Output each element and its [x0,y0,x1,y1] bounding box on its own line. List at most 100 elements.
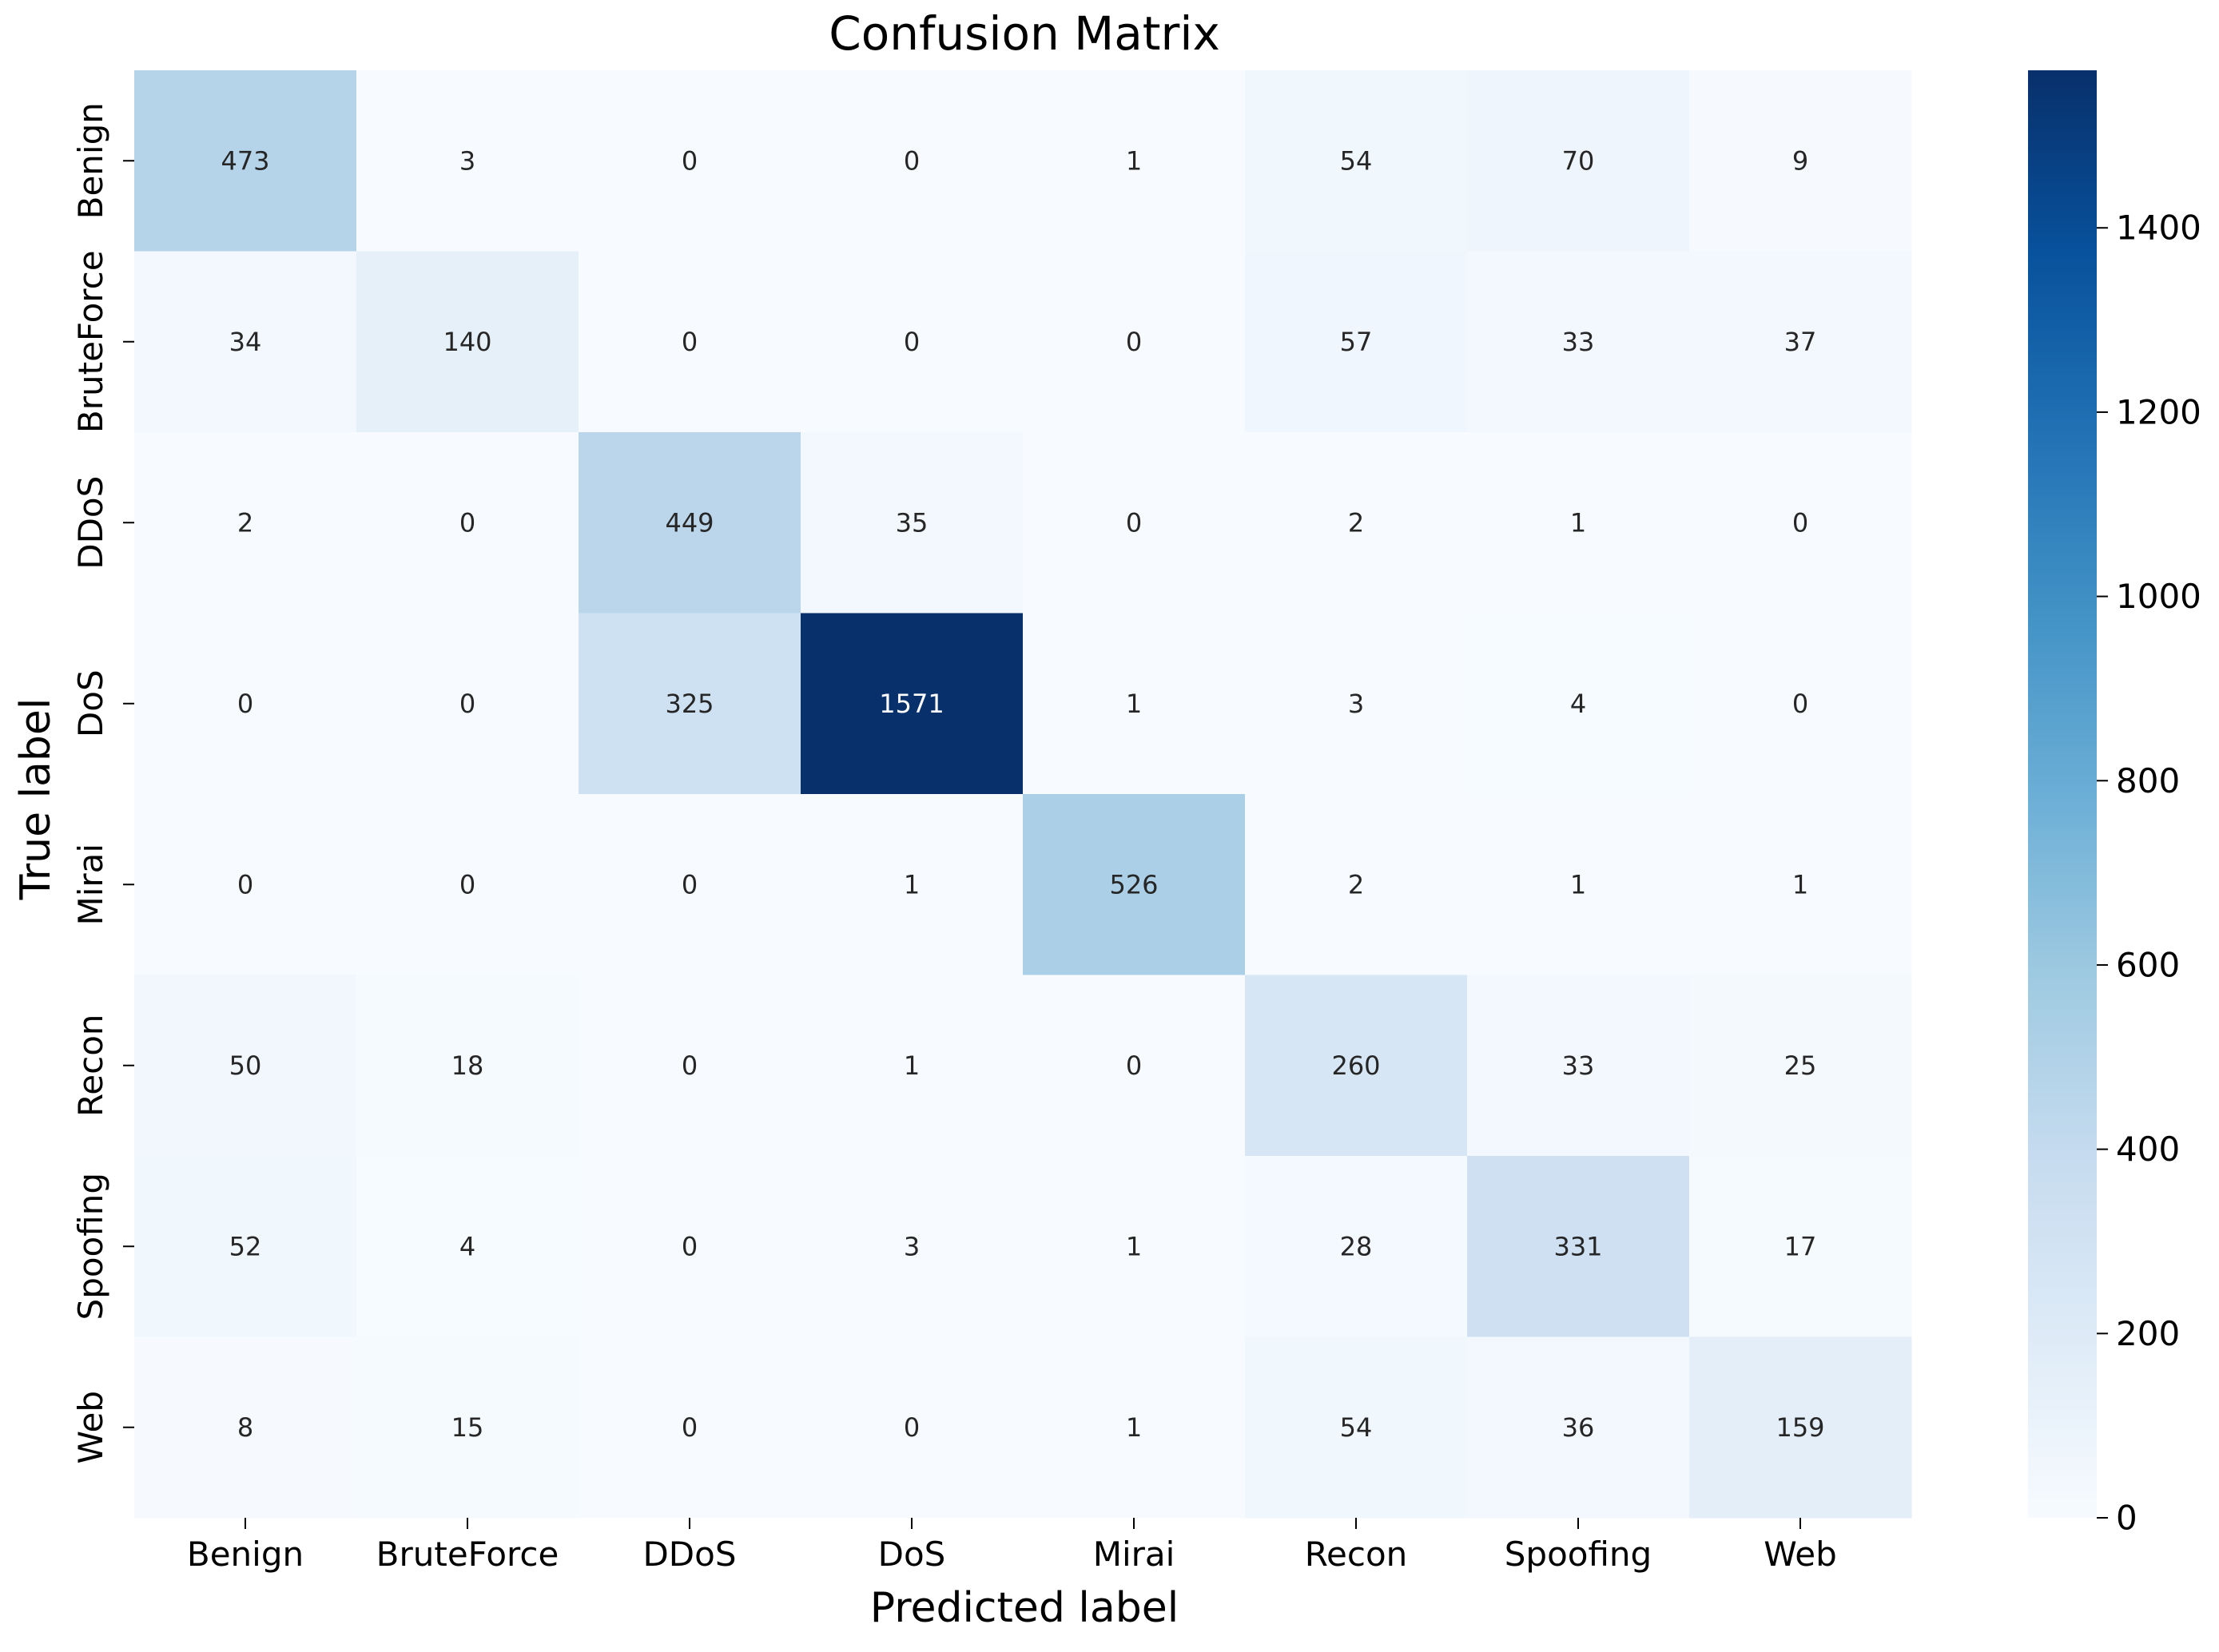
heatmap-cell [134,975,357,1157]
cell-value-label: 0 [904,327,920,357]
heatmap-cell [1689,613,1912,795]
cell-value-label: 0 [682,1412,698,1443]
cell-value-label: 2 [1348,869,1364,899]
cell-value-label: 449 [665,507,714,538]
cell-value-label: 18 [451,1050,484,1081]
cell-value-label: 17 [1784,1231,1817,1261]
cell-value-label: 1 [1126,1412,1142,1443]
heatmap-cell [579,70,801,252]
cell-value-label: 260 [1331,1050,1380,1081]
cell-value-label: 3 [904,1231,920,1261]
heatmap-cell [1467,794,1690,975]
cell-value-label: 57 [1340,327,1373,357]
cell-value-label: 15 [451,1412,484,1443]
heatmap-cell [579,251,801,433]
heatmap-cell [356,1156,579,1337]
cell-value-label: 52 [229,1231,262,1261]
cell-value-label: 50 [229,1050,262,1081]
cell-value-label: 331 [1553,1231,1602,1261]
heatmap-cell [1245,613,1468,795]
cell-value-label: 0 [904,145,920,176]
cell-value-label: 0 [459,689,475,719]
cell-value-label: 4 [459,1231,475,1261]
cell-value-label: 526 [1109,869,1158,899]
colorbar-tick-label: 800 [2116,761,2180,800]
y-tick-label: Web [71,1391,110,1464]
x-axis-title: Predicted label [870,1584,1179,1632]
x-tick-label: Web [1764,1535,1837,1574]
cell-value-label: 2 [237,507,253,538]
cell-value-label: 70 [1562,145,1595,176]
cell-value-label: 34 [229,327,262,357]
y-tick-label: DoS [71,669,110,737]
colorbar-tick-label: 200 [2116,1314,2180,1353]
heatmap-cell [1467,70,1690,252]
cell-value-label: 54 [1340,145,1373,176]
cell-value-label: 473 [221,145,269,176]
heatmap-cell [1245,794,1468,975]
heatmap-cell [134,794,357,975]
cell-value-label: 8 [237,1412,253,1443]
colorbar-tick-label: 400 [2116,1130,2180,1169]
chart-title: Confusion Matrix [829,6,1220,61]
cell-value-label: 0 [904,1412,920,1443]
heatmap-cell [1023,1156,1246,1337]
heatmap-cell [579,613,801,795]
x-tick-label: DoS [878,1535,946,1574]
x-tick-label: Recon [1305,1535,1408,1574]
cell-value-label: 4 [1570,689,1586,719]
heatmap-cell [801,1156,1024,1337]
cell-value-label: 0 [1792,689,1808,719]
heatmap-cell [1023,70,1246,252]
cell-value-label: 1 [1570,507,1586,538]
heatmap-cell [1689,794,1912,975]
heatmap-cell [134,432,357,614]
heatmap-cell [1467,251,1690,433]
heatmap-cell [134,251,357,433]
heatmap-cell [134,70,357,252]
y-tick-label: Recon [71,1014,110,1117]
cell-value-label: 1 [904,1050,920,1081]
cell-value-label: 54 [1340,1412,1373,1443]
heatmap-cell [1689,70,1912,252]
heatmap-cell [1467,432,1690,614]
heatmap-cell [801,794,1024,975]
cell-value-label: 3 [1348,689,1364,719]
heatmap-cells [134,70,1912,1519]
heatmap-cell [1467,1156,1690,1337]
heatmap-cell [801,432,1024,614]
cell-value-label: 0 [1126,1050,1142,1081]
cell-value-label: 0 [682,1050,698,1081]
cell-value-label: 35 [896,507,929,538]
y-tick-label: Mirai [71,844,110,926]
heatmap-cell [356,1336,579,1519]
y-tick-label: DDoS [71,476,110,570]
heatmap-cell [801,70,1024,252]
heatmap-cell [1689,432,1912,614]
cell-value-label: 0 [682,1231,698,1261]
heatmap-cell [579,975,801,1157]
heatmap-cell [579,794,801,975]
colorbar-tick-label: 1200 [2116,392,2201,431]
heatmap-cell [356,975,579,1157]
heatmap-cell [1467,1336,1690,1519]
cell-value-label: 0 [237,869,253,899]
cell-value-label: 37 [1784,327,1817,357]
cell-value-label: 0 [237,689,253,719]
colorbar-tick-label: 600 [2116,945,2180,984]
heatmap-cell-labels: 473 3 0 0 1 54 70 934 140 0 0 0 57 33 372 0 449 35 0 2 1 00 0 3… [221,145,1824,1443]
cell-value-label: 1 [1126,689,1142,719]
heatmap-cell [356,432,579,614]
colorbar-ticks: 0 200 400 600 800 1000 1200 1400 [2097,208,2201,1538]
y-tick-label: Benign [71,102,110,219]
heatmap-cell [1245,1156,1468,1337]
heatmap-cell [1023,432,1246,614]
x-tick-label: Benign [187,1535,304,1574]
heatmap-cell [1245,975,1468,1157]
heatmap-cell [801,1336,1024,1519]
heatmap-cell [1023,1336,1246,1519]
cell-value-label: 1571 [879,689,944,719]
heatmap-cell [356,251,579,433]
x-tick-label: Mirai [1093,1535,1175,1574]
